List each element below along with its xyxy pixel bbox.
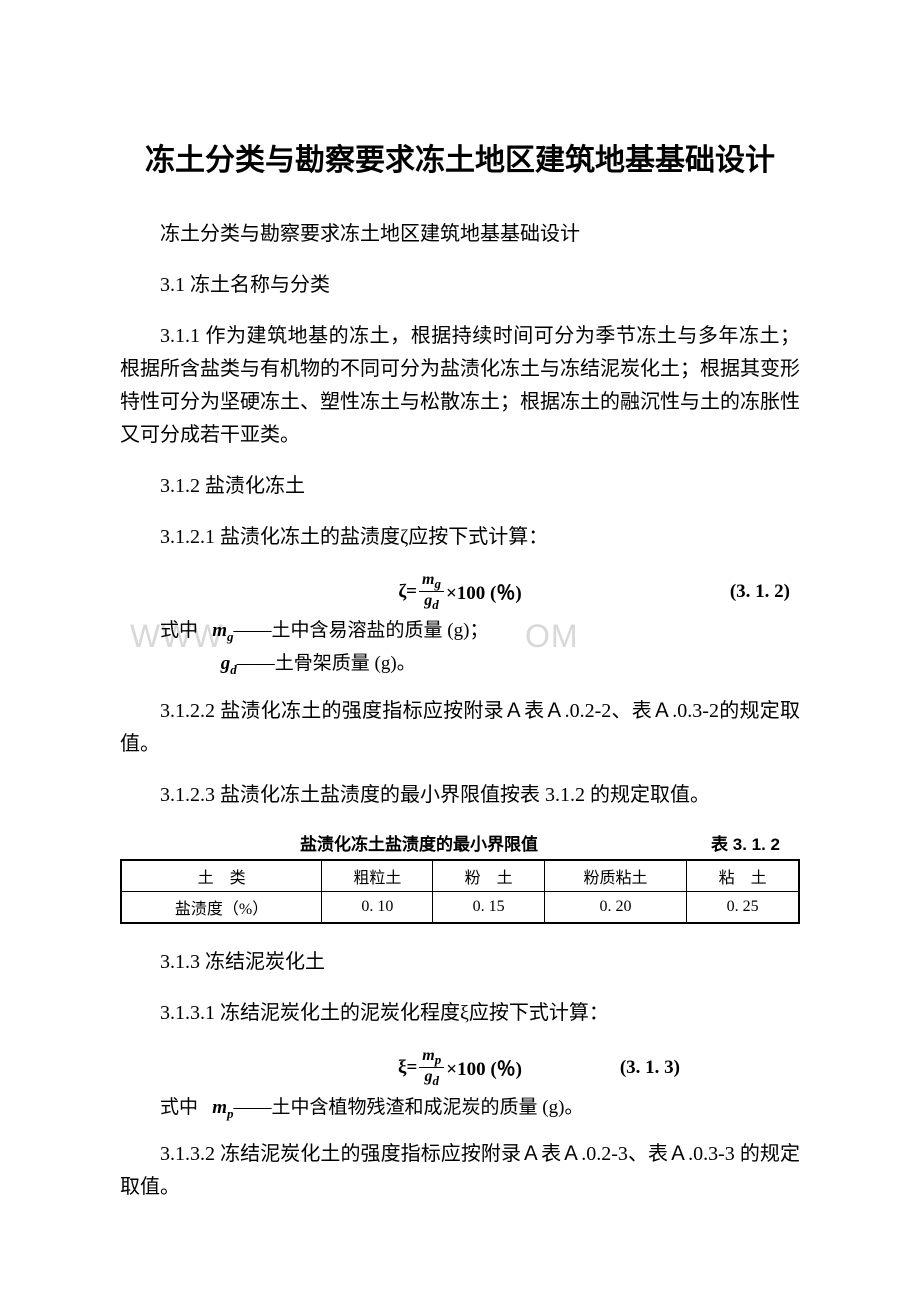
formula2-definitions: 式中 mp——土中含植物残渣和成泥炭的质量 (g)。 xyxy=(160,1092,800,1125)
para-3-1-2: 3.1.2 盐渍化冻土 xyxy=(120,470,800,503)
formula1-def2-sym: gd xyxy=(221,653,237,674)
table-cell: 0. 10 xyxy=(322,892,433,924)
page-title: 冻土分类与勘察要求冻土地区建筑地基基础设计 xyxy=(120,140,800,182)
formula1-def1-text: ——土中含易溶盐的质量 (g)； xyxy=(234,620,489,641)
table-header-cell: 土 类 xyxy=(121,860,322,892)
para-3-1: 3.1 冻土名称与分类 xyxy=(120,269,800,302)
table-cell: 0. 15 xyxy=(433,892,544,924)
formula2-def1-text: ——土中含植物残渣和成泥炭的质量 (g)。 xyxy=(234,1097,584,1118)
para-3-1-3-2: 3.1.3.2 冻结泥炭化土的强度指标应按附录Ａ表Ａ.0.2-3、表Ａ.0.3-… xyxy=(120,1138,800,1204)
table-number: 表 3. 1. 2 xyxy=(711,830,780,855)
table-cell: 0. 25 xyxy=(687,892,799,924)
formula2-def-prefix: 式中 xyxy=(160,1097,198,1118)
para-3-1-3-1: 3.1.3.1 冻结泥炭化土的泥炭化程度ξ应按下式计算： xyxy=(120,997,800,1030)
formula1-def2-text: ——土骨架质量 (g)。 xyxy=(237,653,416,674)
formula1-suffix: ×100 (％) xyxy=(446,578,522,605)
formula2-number: (3. 1. 3) xyxy=(620,1057,680,1079)
formula1-definitions: WWW OM 式中 mg——土中含易溶盐的质量 (g)； gd——土骨架质量 (… xyxy=(160,615,800,681)
table-header-cell: 粗粒土 xyxy=(322,860,433,892)
formula-3-1-2: ζ= mg gd ×100 (％) (3. 1. 2) WWW OM 式中 mg… xyxy=(120,572,800,681)
formula1-den: gd xyxy=(424,592,439,609)
formula1-def1-sym: mg xyxy=(212,620,233,641)
table-header-cell: 粉 土 xyxy=(433,860,544,892)
table-header-cell: 粘 土 xyxy=(687,860,799,892)
table-caption-row: 盐渍化冻土盐渍度的最小界限值 表 3. 1. 2 xyxy=(120,830,800,855)
table-caption: 盐渍化冻土盐渍度的最小界限值 xyxy=(300,830,538,855)
formula2-den: gd xyxy=(425,1068,440,1085)
salinity-limit-table: 土 类 粗粒土 粉 土 粉质粘土 粘 土 盐渍度（%） 0. 10 0. 15 … xyxy=(120,859,800,924)
table-cell: 0. 20 xyxy=(544,892,686,924)
para-intro: 冻土分类与勘察要求冻土地区建筑地基基础设计 xyxy=(120,218,800,251)
table-row: 土 类 粗粒土 粉 土 粉质粘土 粘 土 xyxy=(121,860,799,892)
para-3-1-2-3: 3.1.2.3 盐渍化冻土盐渍度的最小界限值按表 3.1.2 的规定取值。 xyxy=(120,779,800,812)
formula1-def-prefix: 式中 xyxy=(160,620,198,641)
table-row: 盐渍度（%） 0. 10 0. 15 0. 20 0. 25 xyxy=(121,892,799,924)
formula2-suffix: ×100 (％) xyxy=(446,1054,522,1081)
table-row-label: 盐渍度（%） xyxy=(121,892,322,924)
para-3-1-2-2: 3.1.2.2 盐渍化冻土的强度指标应按附录Ａ表Ａ.0.2-2、表Ａ.0.3-2… xyxy=(120,695,800,761)
para-3-1-2-1: 3.1.2.1 盐渍化冻土的盐渍度ζ应按下式计算： xyxy=(120,521,800,554)
formula1-number: (3. 1. 2) xyxy=(730,581,790,603)
formula2-prefix: ξ= xyxy=(398,1057,417,1079)
para-3-1-1: 3.1.1 作为建筑地基的冻土，根据持续时间可分为季节冻土与多年冻土；根据所含盐… xyxy=(120,320,800,452)
formula1-num: mg xyxy=(422,571,441,588)
formula2-def1-sym: mp xyxy=(212,1097,233,1118)
para-3-1-3: 3.1.3 冻结泥炭化土 xyxy=(120,946,800,979)
formula1-prefix: ζ= xyxy=(398,581,417,603)
formula2-num: mp xyxy=(422,1047,441,1064)
formula-3-1-3: ξ= mp gd ×100 (％) (3. 1. 3) 式中 mp——土中含植物… xyxy=(120,1048,800,1124)
table-header-cell: 粉质粘土 xyxy=(544,860,686,892)
